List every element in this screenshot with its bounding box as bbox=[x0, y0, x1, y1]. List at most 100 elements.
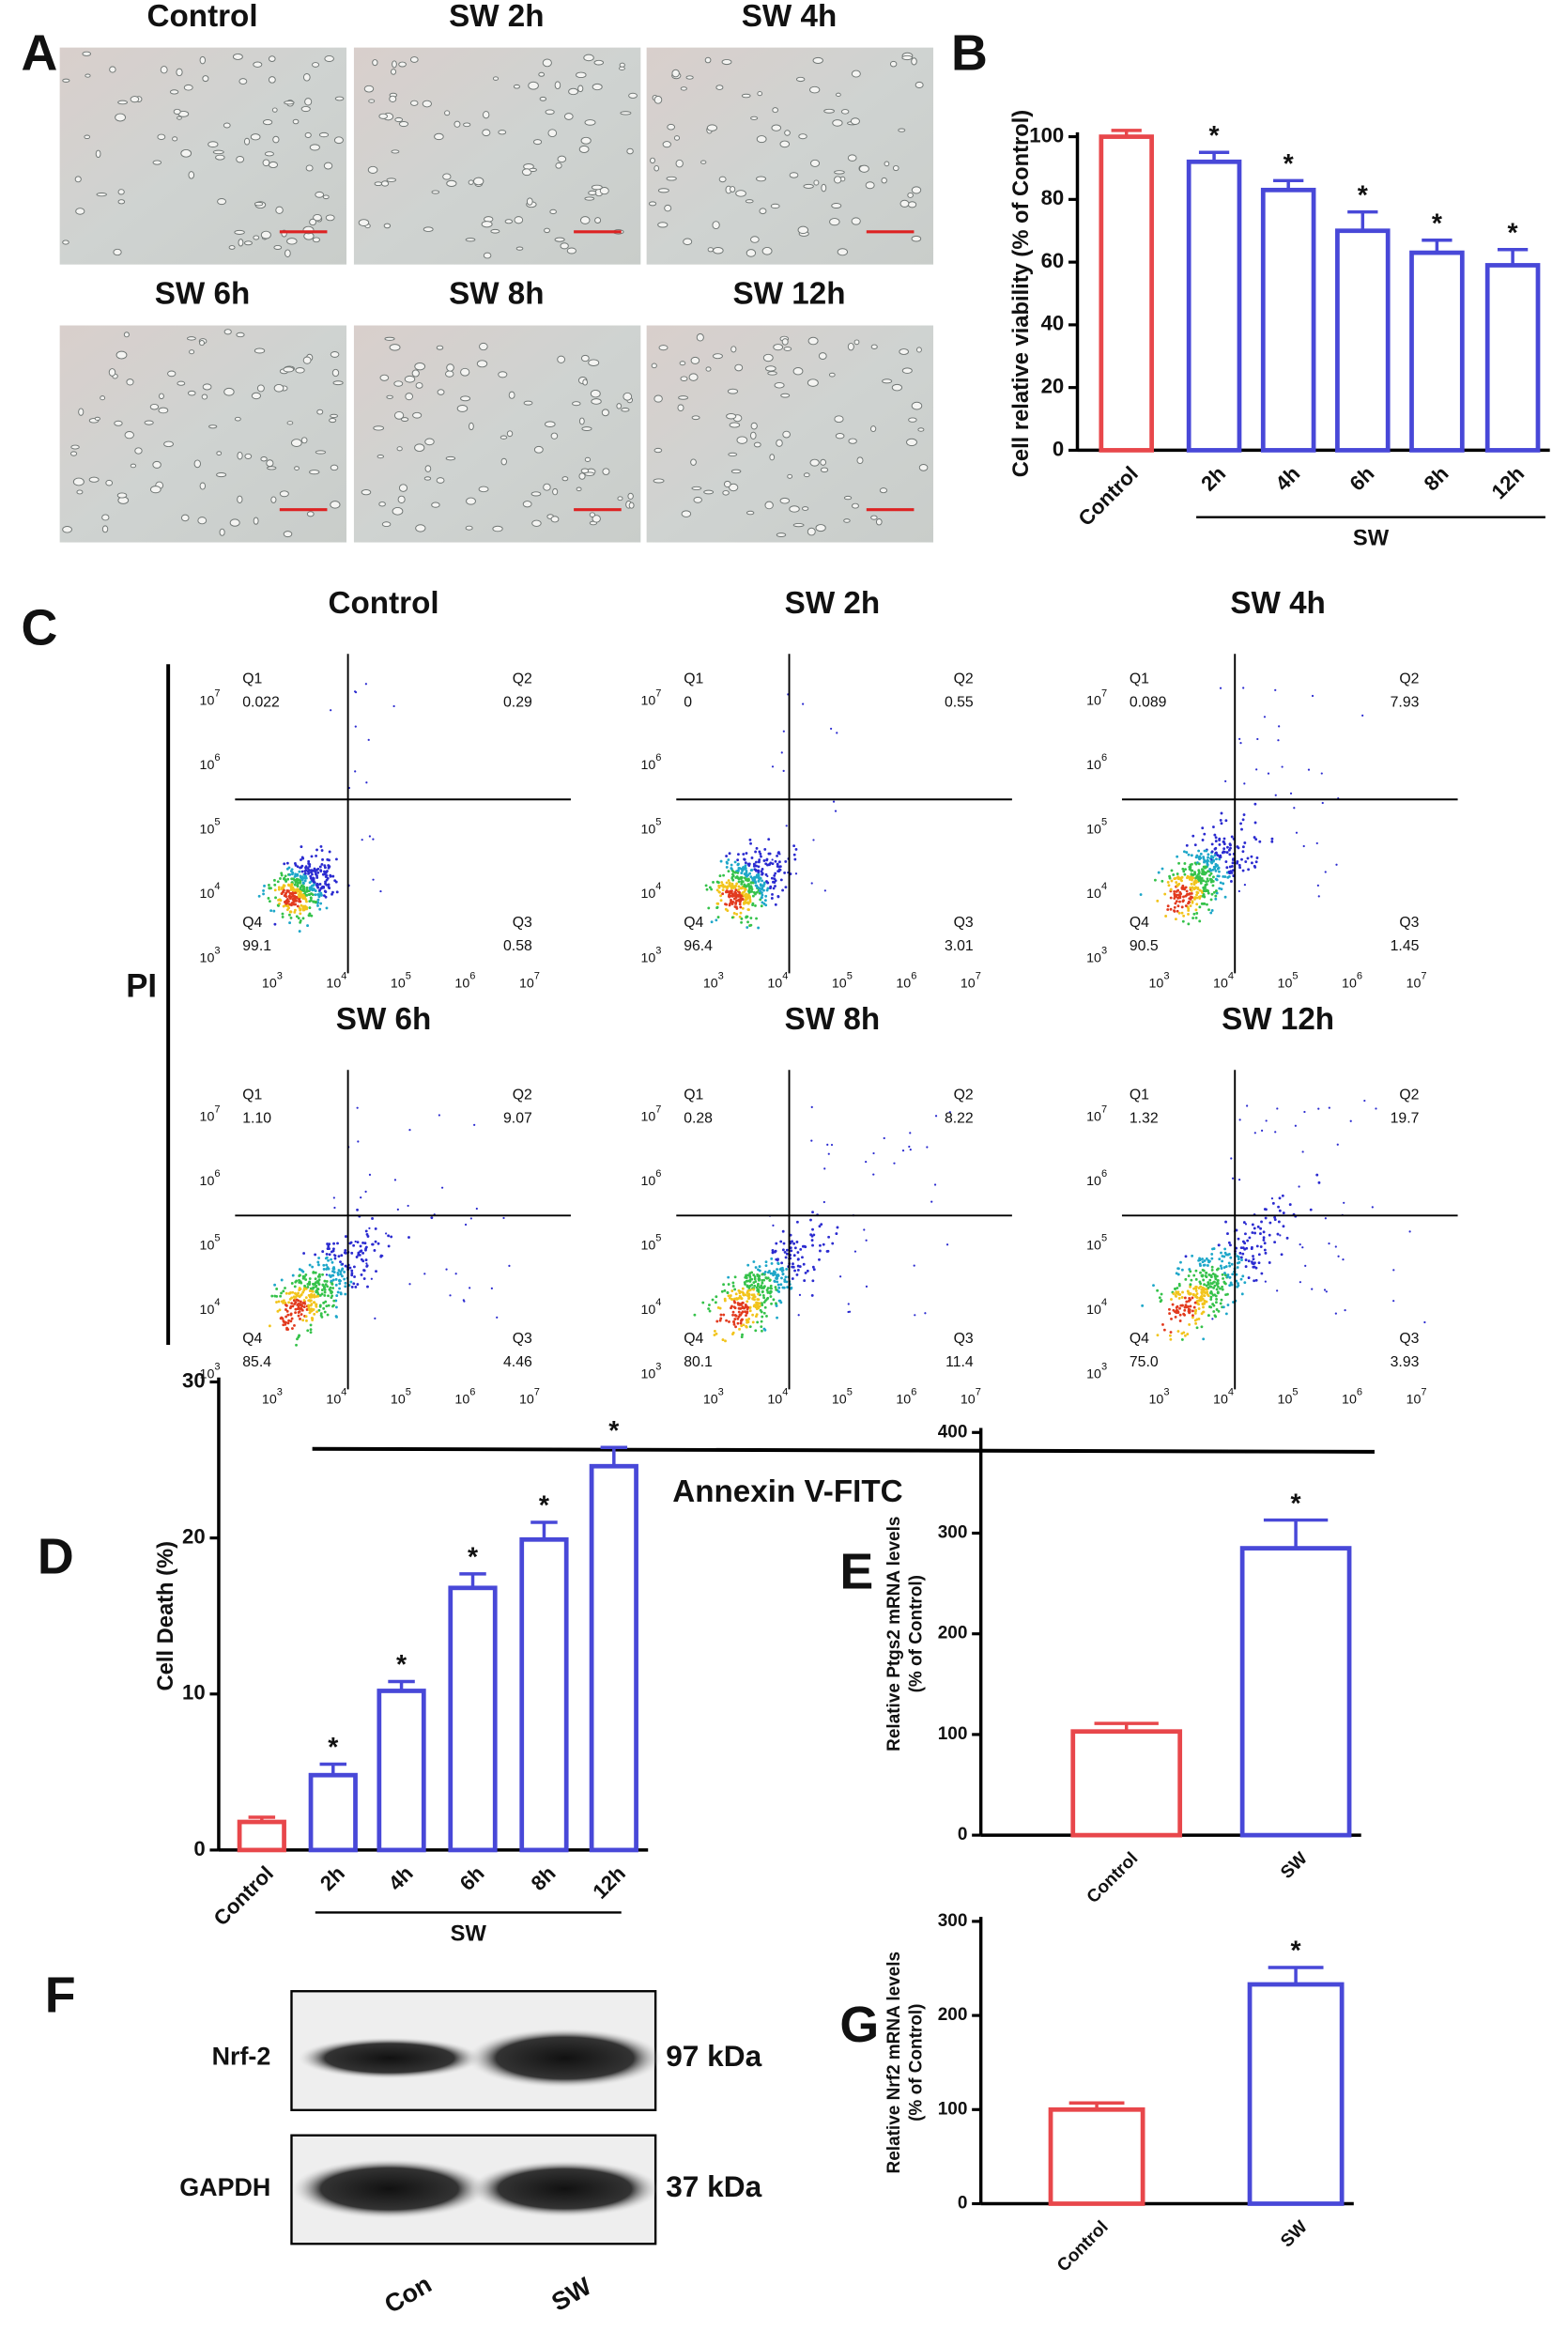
flow-dot bbox=[734, 872, 737, 874]
cell bbox=[581, 137, 591, 144]
cell bbox=[369, 100, 375, 102]
cell bbox=[689, 374, 698, 380]
flow-dot bbox=[314, 869, 316, 872]
flow-dot bbox=[773, 877, 775, 879]
flow-dot bbox=[708, 1304, 711, 1306]
flow-dot bbox=[1170, 908, 1173, 911]
flow-dot bbox=[1191, 1314, 1194, 1317]
flow-dot bbox=[755, 869, 758, 872]
flow-dot bbox=[1173, 890, 1176, 893]
x-tick-label: 6h bbox=[455, 1861, 489, 1895]
flow-dot bbox=[1173, 877, 1176, 880]
flow-dot bbox=[350, 1281, 353, 1284]
tick-exponent: 4 bbox=[655, 881, 661, 892]
flow-dot bbox=[326, 1257, 329, 1259]
flow-dot bbox=[1176, 1267, 1179, 1270]
flow-dot bbox=[1321, 772, 1323, 774]
flow-dot bbox=[1222, 1305, 1225, 1308]
cell bbox=[293, 119, 299, 124]
tick-base: 10 bbox=[640, 693, 655, 708]
flow-dot bbox=[761, 884, 764, 887]
cell bbox=[479, 486, 488, 492]
flow-dot bbox=[752, 1260, 755, 1263]
flow-dot bbox=[784, 1275, 787, 1278]
flow-dot bbox=[1350, 1120, 1352, 1122]
flow-dot bbox=[760, 877, 762, 880]
flow-dot bbox=[307, 867, 310, 870]
flow-dot bbox=[723, 1289, 726, 1292]
cell bbox=[708, 248, 713, 252]
cell bbox=[305, 132, 311, 137]
flow-dot bbox=[291, 1318, 294, 1320]
cell bbox=[424, 477, 430, 480]
flow-dot bbox=[1161, 1293, 1163, 1296]
group-label: SW bbox=[1353, 527, 1390, 551]
flow-dot bbox=[766, 882, 769, 885]
flow-dot bbox=[1209, 1298, 1212, 1301]
cell bbox=[579, 146, 589, 152]
flow-dot bbox=[1245, 1223, 1247, 1225]
cell bbox=[466, 526, 472, 530]
flow-dot bbox=[331, 875, 334, 878]
flow-dot bbox=[1253, 1232, 1256, 1235]
flow-dot bbox=[344, 1251, 346, 1254]
flow-dot bbox=[1195, 1289, 1198, 1292]
flow-dots bbox=[1141, 1100, 1425, 1341]
flow-dot bbox=[1215, 836, 1218, 839]
flow-dot bbox=[743, 901, 746, 903]
cell bbox=[252, 393, 260, 399]
axis-tick-label: 104 bbox=[200, 881, 221, 902]
quadrant-name: Q2 bbox=[1399, 1087, 1419, 1103]
flow-dot bbox=[737, 869, 740, 872]
flow-dot bbox=[336, 890, 339, 893]
cell bbox=[654, 165, 659, 171]
flow-dot bbox=[1201, 877, 1204, 880]
flow-dot bbox=[1178, 901, 1181, 903]
flow-dot bbox=[1185, 1255, 1188, 1258]
flow-dot bbox=[366, 1286, 369, 1288]
flow-dot bbox=[819, 1225, 822, 1227]
flow-dot bbox=[1228, 1265, 1231, 1268]
flow-dot bbox=[375, 1227, 377, 1230]
flow-dot bbox=[761, 1304, 763, 1306]
flow-dot bbox=[1181, 1291, 1184, 1294]
axis-tick-label: 105 bbox=[832, 1387, 853, 1408]
flow-dot bbox=[752, 1320, 755, 1323]
flow-dot bbox=[374, 1249, 377, 1252]
flow-dot bbox=[1210, 1258, 1213, 1260]
flow-dot bbox=[830, 728, 832, 730]
flow-dot bbox=[1202, 869, 1205, 872]
cell bbox=[796, 77, 804, 81]
flow-dot bbox=[280, 1317, 283, 1319]
flow-dot bbox=[305, 901, 308, 903]
flow-dot bbox=[757, 1268, 760, 1271]
flow-dot bbox=[746, 916, 748, 918]
cell bbox=[589, 360, 599, 366]
cell bbox=[423, 100, 431, 107]
flow-dot bbox=[784, 860, 787, 863]
cell bbox=[218, 198, 226, 204]
cell bbox=[188, 391, 195, 395]
flow-dot bbox=[747, 879, 750, 882]
cell bbox=[135, 448, 142, 454]
cell bbox=[548, 130, 557, 137]
flow-dot bbox=[309, 875, 312, 878]
flow-dot bbox=[1253, 1279, 1255, 1282]
flow-dot bbox=[780, 1276, 783, 1279]
cell bbox=[629, 93, 638, 98]
micrograph bbox=[354, 48, 640, 265]
cell bbox=[618, 497, 623, 501]
flow-dot bbox=[1223, 875, 1226, 878]
flow-dot bbox=[1257, 1226, 1260, 1228]
flow-dot bbox=[805, 1272, 807, 1274]
flow-dot bbox=[1209, 1274, 1212, 1277]
flow-dot bbox=[313, 1293, 315, 1296]
flow-dot bbox=[286, 868, 289, 871]
cell bbox=[600, 188, 608, 194]
tick-exponent: 3 bbox=[655, 1362, 661, 1373]
flow-dot bbox=[761, 1320, 763, 1323]
flow-dot bbox=[1192, 913, 1195, 916]
flow-dot bbox=[776, 1274, 778, 1277]
flow-dot bbox=[1184, 1335, 1187, 1337]
flow-dot bbox=[332, 1304, 335, 1307]
